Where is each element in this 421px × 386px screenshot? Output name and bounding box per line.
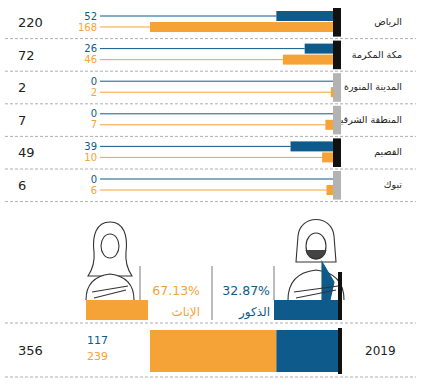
leader-line — [100, 59, 283, 60]
data-label: 239 — [87, 350, 108, 363]
category-label: مكة المكرمة — [352, 49, 402, 60]
scarf-end — [322, 262, 334, 300]
divider — [212, 266, 213, 320]
body — [288, 270, 344, 300]
chart-svg: 52168220الرياض264672مكة المكرمة022المدين… — [0, 0, 421, 386]
row-total: 356 — [18, 343, 43, 358]
chart-root: 52168220الرياض264672مكة المكرمة022المدين… — [0, 0, 421, 386]
bar — [291, 141, 333, 151]
row-separator — [5, 38, 416, 39]
leader-line — [100, 48, 305, 49]
row-total: 72 — [18, 48, 35, 63]
data-label: 52 — [84, 11, 97, 22]
data-label: 117 — [87, 334, 108, 347]
leader-line — [100, 113, 333, 114]
data-label: 0 — [91, 76, 97, 87]
face — [101, 234, 119, 258]
row-separator — [5, 103, 416, 104]
baseline — [333, 171, 341, 200]
baseline — [333, 73, 341, 102]
bar — [325, 120, 333, 130]
leader-line — [100, 157, 322, 158]
baseline — [333, 106, 341, 135]
bar — [305, 44, 333, 54]
legend-swatch — [274, 300, 338, 320]
leader-line — [100, 179, 333, 180]
data-label: 2 — [91, 87, 97, 98]
bars — [150, 330, 338, 372]
legend-swatch — [86, 300, 148, 320]
data-label: 168 — [78, 22, 97, 33]
leader-line — [100, 16, 276, 17]
data-label: 7 — [91, 119, 97, 130]
data-label: 46 — [84, 54, 97, 65]
region-chart: 52168220الرياض264672مكة المكرمة022المدين… — [5, 8, 416, 202]
bar — [276, 330, 338, 372]
category-label: القصيم — [374, 146, 402, 158]
data-label: 39 — [84, 141, 97, 152]
row-separator — [5, 71, 416, 72]
row-total: 7 — [18, 113, 26, 128]
bar — [150, 22, 333, 32]
headdress — [296, 220, 336, 263]
data-label: 6 — [91, 185, 97, 196]
leader-line — [100, 92, 331, 93]
row-separator — [5, 201, 416, 202]
beard — [306, 250, 326, 259]
divider — [274, 266, 275, 300]
data-label: 10 — [84, 152, 97, 163]
baseline — [338, 328, 342, 374]
divider — [140, 266, 141, 300]
percent-label: 32.87% — [222, 283, 270, 298]
leader-line — [100, 81, 333, 82]
arms — [92, 286, 128, 298]
bar — [150, 330, 276, 372]
baseline — [333, 8, 341, 37]
row-total: 2 — [18, 80, 26, 95]
row-separator — [5, 323, 416, 324]
legend-edge — [338, 272, 342, 320]
data-label: 0 — [91, 174, 97, 185]
category-label: تبوك — [384, 179, 403, 190]
legend-label: الذكور — [238, 305, 270, 320]
percent-label: 67.13% — [152, 283, 200, 298]
gender-chart: 67.13% الإناث 32.87% الذكور 117 239 356 2019 — [5, 266, 416, 377]
row-separator — [5, 169, 416, 170]
category-label: الرياض — [374, 16, 402, 27]
bar — [322, 152, 333, 162]
leader-line — [100, 124, 325, 125]
bar — [283, 55, 333, 65]
legend-label: الإناث — [172, 305, 200, 319]
body — [86, 274, 134, 300]
row-total: 220 — [18, 15, 43, 30]
leader-line — [100, 190, 326, 191]
category-label: المدينة المنورة — [344, 81, 402, 92]
data-label: 0 — [91, 108, 97, 119]
bar — [331, 87, 333, 97]
data-label: 26 — [84, 43, 97, 54]
people-icons — [86, 220, 344, 301]
female-icon — [86, 222, 134, 300]
row-separator — [5, 136, 416, 137]
arms — [294, 286, 338, 298]
baseline — [333, 41, 341, 70]
male-icon — [288, 220, 344, 301]
leader-line — [100, 27, 150, 28]
face — [306, 233, 326, 259]
row-total: 6 — [18, 178, 26, 193]
scarf — [88, 222, 132, 276]
leader-line — [100, 146, 291, 147]
bar — [326, 185, 333, 195]
category-label: 2019 — [365, 344, 396, 358]
bar — [276, 11, 333, 21]
baseline — [333, 138, 341, 167]
category-label: المنطقة الشرقية — [336, 114, 402, 125]
row-total: 49 — [18, 145, 35, 160]
row-separator — [5, 377, 416, 378]
